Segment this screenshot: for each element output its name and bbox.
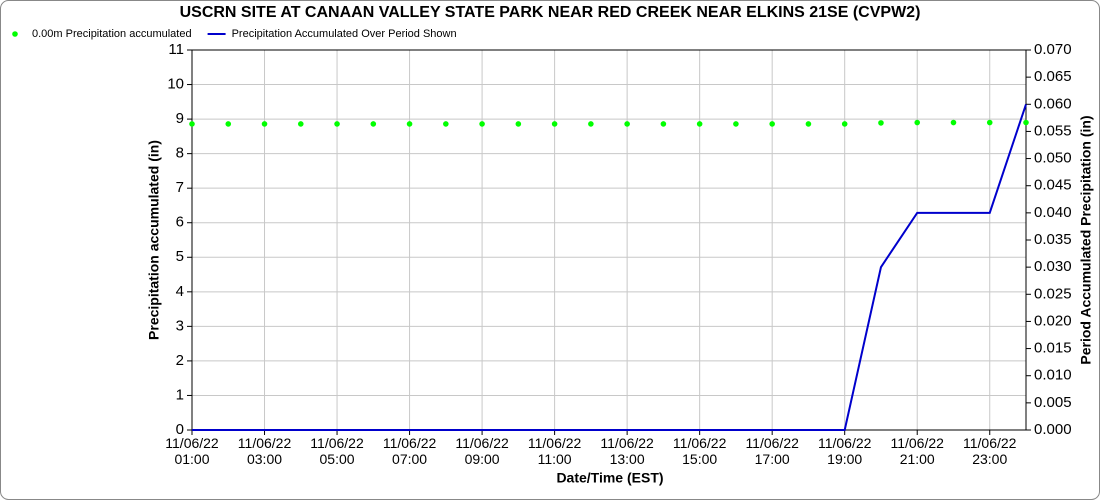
y-tick-label: 11 — [168, 41, 184, 58]
y-axis-label: Precipitation accumulated (in) — [146, 140, 162, 340]
y-tick-label: 6 — [176, 214, 184, 231]
y2-tick-label: 0.035 — [1034, 231, 1072, 248]
x-tick-label: 11/06/22 17:00 — [745, 435, 799, 467]
marker — [986, 119, 993, 126]
y-tick-label: 9 — [176, 110, 184, 127]
y-tick-label: 5 — [176, 248, 184, 265]
y2-tick-label: 0.000 — [1034, 421, 1072, 438]
marker — [515, 121, 522, 127]
marker — [914, 119, 921, 126]
marker — [551, 121, 558, 127]
y-tick-label: 10 — [167, 76, 184, 93]
y2-tick-label: 0.025 — [1034, 285, 1072, 302]
marker — [1023, 119, 1029, 126]
marker — [479, 121, 485, 127]
y2-tick-label: 0.060 — [1034, 95, 1072, 112]
chart-title: USCRN SITE AT CANAAN VALLEY STATE PARK N… — [180, 4, 921, 21]
y2-tick-label: 0.030 — [1034, 258, 1072, 275]
y-tick-label: 4 — [176, 283, 184, 300]
y-tick-label: 7 — [176, 179, 184, 196]
x-tick-label: 11/06/22 07:00 — [383, 435, 437, 467]
x-tick-label: 11/06/22 03:00 — [238, 435, 292, 467]
y2-tick-label: 0.040 — [1034, 204, 1072, 221]
y2-tick-label: 0.055 — [1034, 122, 1072, 139]
x-tick-label: 11/06/22 01:00 — [165, 435, 219, 467]
y-tick-label: 0 — [176, 421, 184, 438]
y2-tick-label: 0.020 — [1034, 312, 1072, 329]
legend-marker — [12, 31, 18, 37]
marker — [660, 121, 667, 127]
y2-tick-label: 0.010 — [1034, 367, 1072, 384]
marker — [225, 121, 232, 127]
marker — [443, 121, 449, 127]
y2-tick-label: 0.065 — [1034, 68, 1072, 85]
marker — [297, 121, 304, 127]
legend-label: Precipitation Accumulated Over Period Sh… — [232, 28, 457, 40]
marker — [950, 119, 957, 126]
x-tick-label: 11/06/22 11:00 — [528, 435, 582, 467]
marker — [370, 121, 377, 127]
marker — [841, 121, 848, 127]
x-tick-label: 11/06/22 15:00 — [673, 435, 727, 467]
x-tick-label: 11/06/22 05:00 — [310, 435, 364, 467]
marker — [406, 121, 413, 127]
marker — [624, 121, 630, 127]
y-tick-label: 3 — [176, 317, 184, 334]
y-tick-label: 8 — [176, 145, 184, 162]
marker — [696, 121, 703, 127]
x-tick-label: 11/06/22 09:00 — [455, 435, 509, 467]
marker — [261, 121, 268, 127]
y-tick-label: 2 — [176, 352, 184, 369]
marker — [878, 120, 884, 126]
marker — [805, 121, 812, 127]
y2-tick-label: 0.005 — [1034, 394, 1072, 411]
y2-tick-label: 0.050 — [1034, 150, 1072, 167]
marker — [334, 121, 340, 127]
x-tick-label: 11/06/22 19:00 — [818, 435, 872, 467]
marker — [588, 121, 594, 127]
x-axis-label: Date/Time (EST) — [556, 470, 663, 486]
x-tick-label: 11/06/22 21:00 — [890, 435, 944, 467]
x-tick-label: 11/06/22 13:00 — [600, 435, 654, 467]
y2-tick-label: 0.015 — [1034, 340, 1072, 357]
marker — [189, 121, 195, 127]
marker — [769, 121, 775, 127]
y2-tick-label: 0.045 — [1034, 177, 1072, 194]
marker — [733, 121, 739, 127]
legend-label: 0.00m Precipitation accumulated — [32, 28, 192, 40]
y2-axis-label: Period Accumulated Precipitation (in) — [1078, 115, 1094, 364]
series-line — [192, 103, 1027, 431]
x-tick-label: 11/06/22 23:00 — [963, 435, 1017, 467]
y2-tick-label: 0.070 — [1034, 41, 1072, 58]
y-tick-label: 1 — [176, 386, 184, 403]
